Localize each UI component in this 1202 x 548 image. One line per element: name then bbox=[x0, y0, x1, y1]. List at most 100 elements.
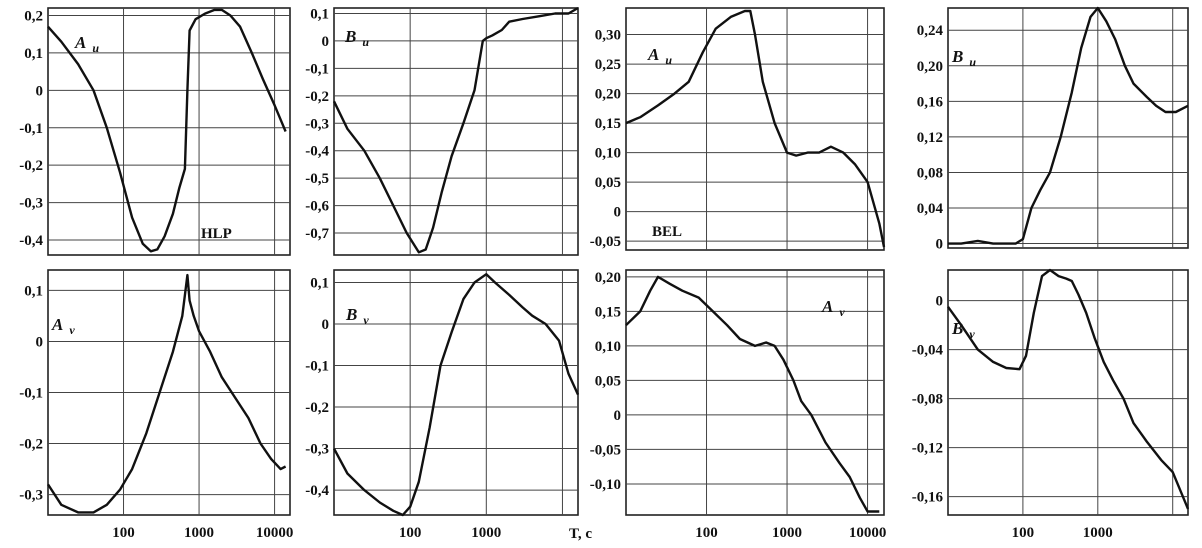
y-tick-label: 0 bbox=[936, 237, 944, 253]
y-tick-label: -0,4 bbox=[19, 233, 43, 249]
panel-bv-hlp: 0,1 0 -0,1 -0,2 -0,3 -0,4 100 1000 B v bbox=[305, 269, 580, 541]
station-label: BEL bbox=[652, 224, 682, 240]
panel-bu-bel: 0,24 0,20 0,16 0,12 0,08 0,04 0 B u bbox=[917, 6, 1189, 253]
panel-bu-hlp: 0,1 0 -0,1 -0,2 -0,3 -0,4 -0,5 -0,6 -0,7 B u bbox=[305, 6, 579, 256]
y-tick-label: -0,1 bbox=[305, 359, 329, 375]
y-tick-label: -0,3 bbox=[19, 196, 43, 212]
panel-label-subscript: v bbox=[69, 323, 75, 337]
x-tick-label: 1000 bbox=[471, 525, 501, 541]
y-tick-label: -0,05 bbox=[590, 234, 621, 250]
y-tick-label: 0,25 bbox=[595, 57, 621, 73]
series-line bbox=[332, 273, 580, 517]
x-tick-label: 10000 bbox=[849, 525, 887, 541]
x-tick-label: 1000 bbox=[1083, 525, 1113, 541]
y-tick-label: 0,1 bbox=[24, 283, 43, 299]
y-tick-label: -0,5 bbox=[305, 171, 329, 187]
y-tick-label: -0,3 bbox=[305, 116, 329, 132]
y-tick-label: -0,12 bbox=[912, 441, 943, 457]
y-tick-label: 0,24 bbox=[917, 23, 944, 39]
y-tick-label: -0,05 bbox=[590, 442, 621, 458]
y-tick-label: -0,1 bbox=[19, 121, 43, 137]
series-line bbox=[948, 6, 1189, 245]
panel-label-subscript: u bbox=[969, 55, 976, 69]
station-label: HLP bbox=[201, 226, 232, 242]
panel-label-subscript: u bbox=[362, 35, 369, 49]
series-line bbox=[47, 8, 287, 253]
y-tick-label: 0,16 bbox=[917, 94, 944, 110]
panel-label-subscript: v bbox=[969, 327, 975, 341]
y-tick-label: 0,04 bbox=[917, 201, 944, 217]
y-tick-label: 0,30 bbox=[595, 28, 621, 44]
y-tick-label: 0,2 bbox=[24, 8, 43, 24]
panel-label-letter: B bbox=[345, 305, 357, 324]
y-tick-label: -0,2 bbox=[305, 89, 329, 105]
y-tick-label: -0,3 bbox=[19, 488, 43, 504]
y-tick-label: -0,1 bbox=[19, 386, 43, 402]
x-tick-label: 10000 bbox=[256, 525, 294, 541]
y-tick-label: 0,12 bbox=[917, 130, 943, 146]
y-tick-label: 0 bbox=[322, 317, 330, 333]
y-tick-label: -0,3 bbox=[305, 442, 329, 458]
y-tick-label: 0,15 bbox=[595, 116, 621, 132]
y-tick-label: -0,7 bbox=[305, 226, 329, 242]
plot-frame bbox=[333, 7, 579, 256]
y-tick-label: -0,10 bbox=[590, 477, 621, 493]
y-tick-label: -0,2 bbox=[19, 158, 43, 174]
series-line bbox=[46, 273, 287, 514]
panel-label-letter: A bbox=[51, 315, 63, 334]
y-tick-label: 0,20 bbox=[917, 59, 943, 75]
panel-label-letter: B bbox=[951, 319, 963, 338]
x-axis-unit-label: T, c bbox=[569, 526, 592, 542]
panel-label-subscript: v bbox=[363, 313, 369, 327]
y-tick-label: 0 bbox=[614, 408, 622, 424]
y-tick-label: 0,05 bbox=[595, 175, 621, 191]
y-tick-label: 0,20 bbox=[595, 87, 621, 103]
y-tick-label: 0 bbox=[36, 334, 44, 350]
series-line bbox=[947, 268, 1190, 510]
y-tick-label: 0,05 bbox=[595, 373, 621, 389]
y-tick-label: 0,1 bbox=[310, 6, 329, 22]
plot-frame bbox=[625, 7, 885, 251]
panel-label-subscript: v bbox=[839, 305, 845, 319]
panel-au-bel: 0,30 0,25 0,20 0,15 0,10 0,05 0 -0,05 A u BEL bbox=[590, 7, 886, 251]
y-tick-label: -0,16 bbox=[912, 490, 944, 506]
y-tick-label: 0 bbox=[614, 205, 622, 221]
y-tick-label: -0,08 bbox=[912, 392, 943, 408]
plot-frame bbox=[47, 7, 291, 256]
plot-frame bbox=[333, 269, 579, 516]
panel-label-letter: A bbox=[74, 33, 86, 52]
y-tick-label: -0,1 bbox=[305, 61, 329, 77]
x-tick-label: 1000 bbox=[184, 525, 214, 541]
series-line bbox=[625, 275, 880, 513]
panel-label-subscript: u bbox=[665, 53, 672, 67]
y-tick-label: 0 bbox=[36, 83, 44, 99]
y-tick-label: -0,4 bbox=[305, 144, 329, 160]
y-tick-label: 0,10 bbox=[595, 339, 621, 355]
panels-layer: 0,20,10-0,1-0,2-0,3-0,4A uHLP0,10-0,1-0,2… bbox=[19, 6, 1190, 541]
y-tick-label: 0,15 bbox=[595, 304, 621, 320]
y-tick-label: 0 bbox=[322, 34, 330, 50]
series-line bbox=[625, 9, 886, 248]
panel-av-bel: 0,20 0,15 0,10 0,05 0 -0,05 -0,10 100 1000 10000 A… bbox=[590, 269, 887, 541]
x-tick-label: 100 bbox=[112, 525, 135, 541]
panel-label-letter: A bbox=[821, 297, 833, 316]
y-tick-label: -0,6 bbox=[305, 199, 329, 215]
y-tick-label: -0,2 bbox=[305, 400, 329, 416]
series-line bbox=[332, 6, 579, 254]
panel-bv-bel: 0 -0,04 -0,08 -0,12 -0,16 100 1000 B v bbox=[912, 268, 1190, 541]
y-tick-label: 0,1 bbox=[310, 275, 329, 291]
y-tick-label: 0,1 bbox=[24, 46, 43, 62]
panel-label-letter: B bbox=[344, 27, 356, 46]
y-tick-label: -0,2 bbox=[19, 437, 43, 453]
panel-au-hlp: 0,2 0,1 0 -0,1 -0,2 -0,3 -0,4 A u HLP bbox=[19, 7, 291, 256]
x-tick-label: 100 bbox=[399, 525, 422, 541]
y-tick-label: 0,20 bbox=[595, 270, 621, 286]
